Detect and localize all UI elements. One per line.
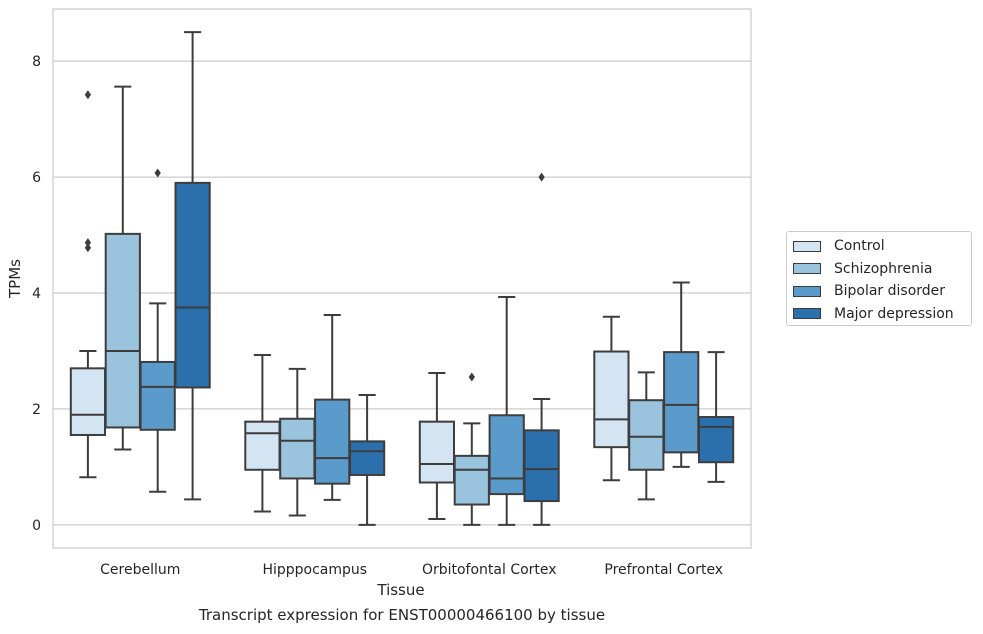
y-axis-label: TPMs: [6, 259, 24, 299]
y-tick-label: 2: [32, 402, 41, 418]
box-iqr: [348, 440, 386, 476]
box-iqr: [104, 232, 141, 429]
outlier-point: [84, 243, 92, 253]
y-tick-label: 6: [32, 170, 41, 186]
outlier-point: [538, 172, 545, 182]
legend-item: Bipolar disorder: [793, 281, 945, 301]
box-schizophrenia: [628, 371, 665, 501]
y-tick-label: 4: [32, 286, 41, 302]
box-major-depression: [348, 393, 386, 526]
figure-caption: Transcript expression for ENST0000046610…: [198, 606, 606, 624]
x-tick-label: Prefrontal Cortex: [604, 562, 723, 578]
legend-swatch: [793, 240, 821, 252]
box-iqr: [663, 351, 700, 454]
outlier-point: [154, 168, 161, 178]
box-bipolar-disorder: [139, 168, 176, 493]
box-iqr: [593, 350, 630, 449]
plot-frame: [52, 8, 752, 549]
y-tick-label: 0: [32, 518, 41, 534]
box-iqr: [244, 420, 281, 471]
box-iqr: [488, 414, 525, 496]
box-control: [593, 315, 630, 482]
outlier-point: [84, 238, 92, 248]
box-iqr: [139, 360, 176, 431]
box-control: [244, 354, 281, 513]
box-iqr: [453, 454, 490, 506]
box-iqr: [174, 181, 211, 389]
x-tick-label: Orbitofontal Cortex: [422, 562, 557, 578]
x-axis-ticks: Cerebellum Hipppocampus Orbitofontal Corte…: [100, 562, 723, 578]
box-iqr: [279, 417, 316, 480]
box-iqr: [628, 399, 665, 471]
outlier-point: [468, 372, 475, 382]
box-bipolar-disorder: [488, 296, 525, 526]
legend-swatch: [793, 308, 821, 319]
box-iqr: [69, 367, 107, 436]
box-schizophrenia: [453, 372, 490, 526]
box-iqr: [523, 429, 560, 503]
x-axis-label: Tissue: [376, 581, 424, 599]
box-bipolar-disorder: [663, 281, 700, 468]
x-tick-label: Hipppocampus: [262, 562, 367, 578]
legend-swatch: [793, 285, 821, 297]
legend-label: Bipolar disorder: [834, 283, 946, 299]
box-major-depression: [523, 172, 560, 526]
legend-label: Major depression: [834, 305, 954, 322]
y-axis-ticks: 0 2 4 6 8: [32, 54, 41, 534]
legend-item: Major depression: [793, 304, 954, 324]
outlier-point: [84, 90, 92, 100]
box-control: [418, 371, 456, 521]
legend-label: Control: [834, 238, 885, 254]
box-iqr: [314, 398, 351, 485]
box-series-group: [69, 31, 735, 526]
x-tick-label: Cerebellum: [100, 562, 180, 578]
box-control: [69, 90, 107, 479]
y-tick-label: 8: [32, 54, 41, 70]
box-major-depression: [697, 351, 735, 483]
box-bipolar-disorder: [314, 314, 351, 501]
legend-item: Control: [793, 236, 885, 256]
legend-item: Schizophrenia: [793, 259, 932, 279]
box-iqr: [418, 420, 456, 484]
legend: Control Schizophrenia Bipolar disorder Majo…: [786, 231, 972, 326]
box-schizophrenia: [104, 85, 141, 451]
box-major-depression: [174, 31, 211, 501]
legend-swatch: [793, 263, 821, 274]
box-iqr: [697, 416, 735, 464]
legend-label: Schizophrenia: [834, 260, 933, 277]
box-schizophrenia: [279, 367, 316, 517]
